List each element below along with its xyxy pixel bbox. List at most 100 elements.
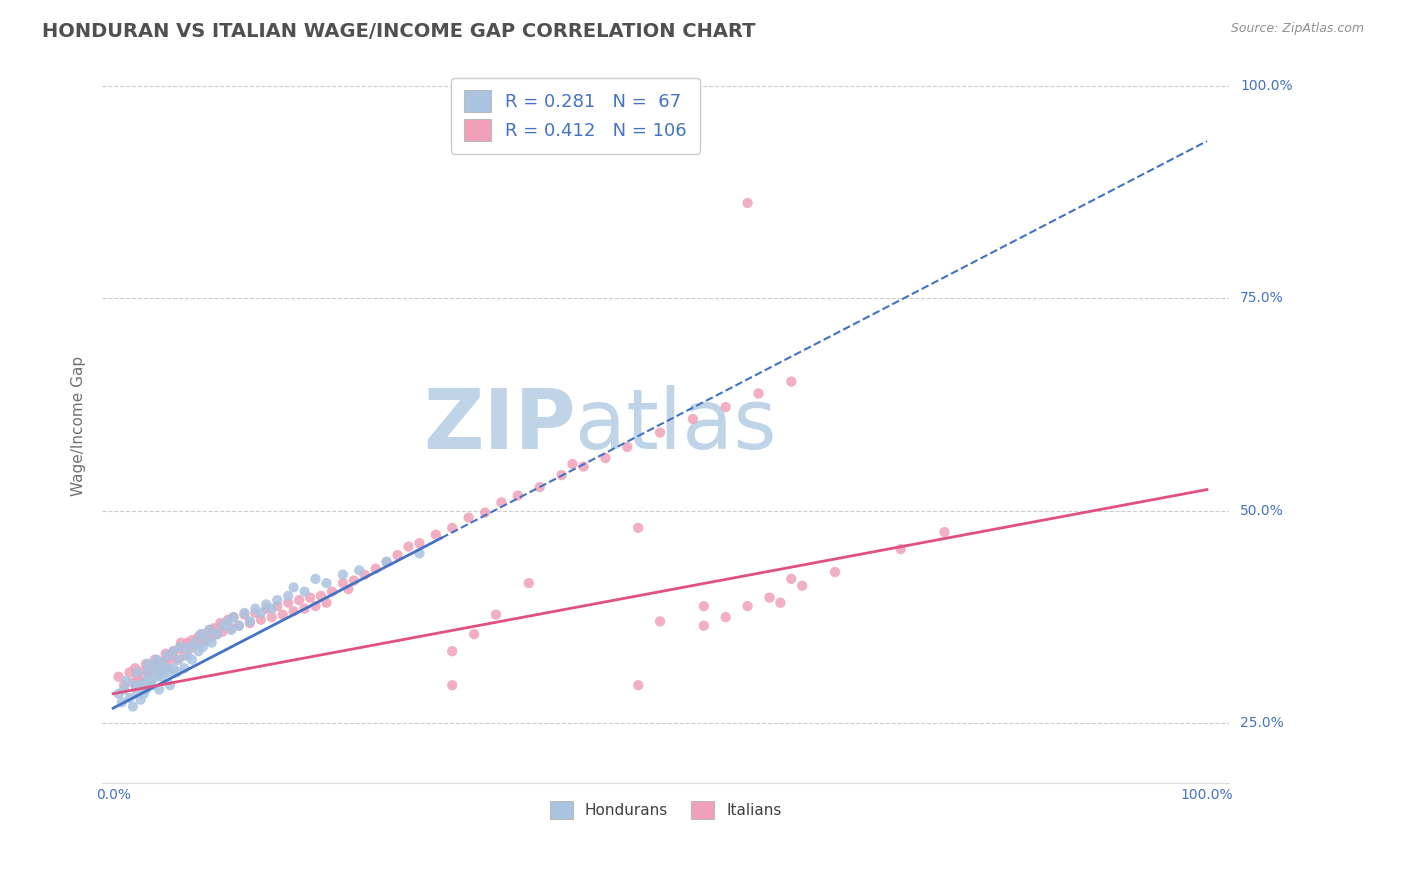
Point: [162, 644, 184, 658]
Point: [180, 633, 202, 648]
Point: [156, 665, 179, 680]
Point: [143, 653, 166, 667]
Point: [173, 648, 195, 663]
Point: [457, 510, 479, 524]
Point: [332, 576, 354, 591]
Point: [474, 506, 496, 520]
Point: [162, 644, 184, 658]
Point: [180, 653, 202, 667]
Point: [135, 678, 157, 692]
Point: [219, 623, 242, 637]
Point: [506, 489, 529, 503]
Point: [228, 618, 250, 632]
Point: [441, 678, 464, 692]
Point: [934, 525, 956, 540]
Point: [299, 591, 322, 605]
Text: ZIP: ZIP: [423, 385, 575, 467]
Point: [266, 599, 288, 613]
Point: [824, 565, 846, 579]
Point: [408, 546, 430, 560]
Point: [127, 670, 149, 684]
Point: [529, 480, 551, 494]
Point: [239, 615, 262, 629]
Point: [195, 632, 218, 646]
Point: [167, 653, 190, 667]
Point: [200, 636, 222, 650]
Text: 100.0%: 100.0%: [1240, 78, 1292, 93]
Point: [173, 661, 195, 675]
Point: [127, 665, 149, 680]
Point: [129, 673, 152, 688]
Point: [550, 468, 572, 483]
Point: [491, 495, 513, 509]
Point: [239, 616, 262, 631]
Point: [648, 615, 671, 629]
Point: [747, 386, 769, 401]
Point: [111, 695, 134, 709]
Point: [315, 596, 337, 610]
Point: [195, 633, 218, 648]
Point: [166, 665, 188, 680]
Y-axis label: Wage/Income Gap: Wage/Income Gap: [72, 356, 86, 496]
Point: [222, 610, 245, 624]
Point: [170, 636, 193, 650]
Point: [315, 576, 337, 591]
Point: [166, 653, 188, 667]
Point: [245, 606, 267, 620]
Text: HONDURAN VS ITALIAN WAGE/INCOME GAP CORRELATION CHART: HONDURAN VS ITALIAN WAGE/INCOME GAP CORR…: [42, 22, 755, 41]
Point: [202, 621, 225, 635]
Text: atlas: atlas: [575, 385, 778, 467]
Point: [184, 638, 207, 652]
Point: [150, 655, 173, 669]
Point: [135, 682, 157, 697]
Point: [233, 607, 256, 622]
Point: [136, 657, 159, 671]
Point: [135, 657, 157, 671]
Point: [277, 596, 299, 610]
Point: [304, 599, 326, 613]
Point: [179, 640, 201, 654]
Point: [693, 599, 716, 613]
Point: [260, 610, 283, 624]
Point: [132, 687, 155, 701]
Point: [266, 593, 288, 607]
Legend: Hondurans, Italians: Hondurans, Italians: [544, 795, 787, 825]
Point: [170, 640, 193, 654]
Point: [616, 440, 638, 454]
Point: [737, 195, 759, 210]
Point: [627, 521, 650, 535]
Point: [156, 648, 179, 663]
Point: [408, 536, 430, 550]
Point: [737, 839, 759, 854]
Point: [441, 644, 464, 658]
Point: [890, 542, 912, 557]
Point: [375, 555, 398, 569]
Point: [121, 675, 143, 690]
Point: [211, 618, 233, 632]
Point: [191, 627, 214, 641]
Point: [112, 682, 135, 697]
Point: [176, 636, 198, 650]
Point: [648, 425, 671, 440]
Point: [758, 591, 780, 605]
Point: [309, 589, 332, 603]
Point: [260, 601, 283, 615]
Point: [463, 627, 485, 641]
Point: [294, 584, 316, 599]
Point: [595, 451, 617, 466]
Point: [288, 593, 311, 607]
Point: [277, 589, 299, 603]
Point: [148, 665, 170, 680]
Point: [304, 572, 326, 586]
Point: [321, 584, 343, 599]
Point: [132, 664, 155, 678]
Point: [124, 678, 146, 692]
Point: [118, 665, 141, 680]
Point: [150, 657, 173, 671]
Point: [217, 613, 239, 627]
Point: [167, 641, 190, 656]
Point: [124, 661, 146, 675]
Point: [129, 678, 152, 692]
Point: [517, 576, 540, 591]
Text: Source: ZipAtlas.com: Source: ZipAtlas.com: [1230, 22, 1364, 36]
